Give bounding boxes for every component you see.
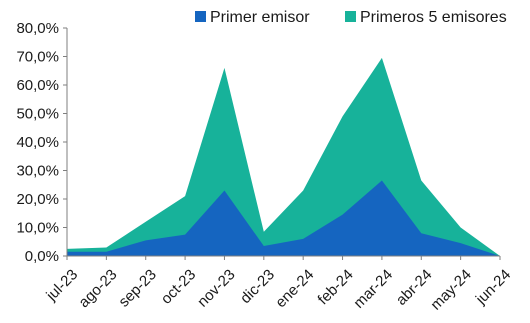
legend: Primer emisor Primeros 5 emisores (195, 9, 507, 26)
y-tick-label: 10,0% (16, 220, 59, 237)
area-series-primeros-5-emisores (67, 57, 500, 256)
x-axis-ticks: jul-23ago-23sep-23oct-23nov-23dic-23ene-… (43, 256, 514, 314)
x-tick-label: may-24 (427, 266, 474, 313)
y-axis-ticks: 0,0% 10,0% 20,0% 30,0% 40,0% 50,0% 60,0% 70,0% 8… (16, 20, 67, 265)
x-tick-label: mar-24 (350, 266, 396, 312)
legend-label-primer-emisor: Primer emisor (210, 9, 310, 26)
y-tick-label: 70,0% (16, 49, 59, 66)
legend-swatch-primer-emisor (195, 11, 206, 22)
x-tick-label: sep-23 (115, 266, 159, 310)
legend-swatch-primeros-5-emisores (345, 11, 356, 22)
x-tick-label: feb-24 (315, 266, 357, 308)
x-tick-label: ago-23 (75, 266, 120, 311)
x-tick-label: nov-23 (194, 266, 238, 310)
legend-label-primeros-5-emisores: Primeros 5 emisores (360, 9, 507, 26)
plot-areas (67, 57, 500, 256)
area-series-primer-emisor (67, 180, 500, 256)
y-tick-label: 0,0% (25, 248, 59, 265)
x-tick-label: oct-23 (158, 266, 200, 308)
y-tick-label: 20,0% (16, 191, 59, 208)
x-tick-label: ene-24 (272, 266, 317, 311)
y-tick-label: 60,0% (16, 77, 59, 94)
y-tick-label: 30,0% (16, 163, 59, 180)
x-tick-label: jun-24 (472, 266, 514, 308)
y-tick-label: 40,0% (16, 134, 59, 151)
y-tick-label: 50,0% (16, 106, 59, 123)
x-tick-label: dic-23 (237, 266, 278, 307)
y-tick-label: 80,0% (16, 20, 59, 37)
